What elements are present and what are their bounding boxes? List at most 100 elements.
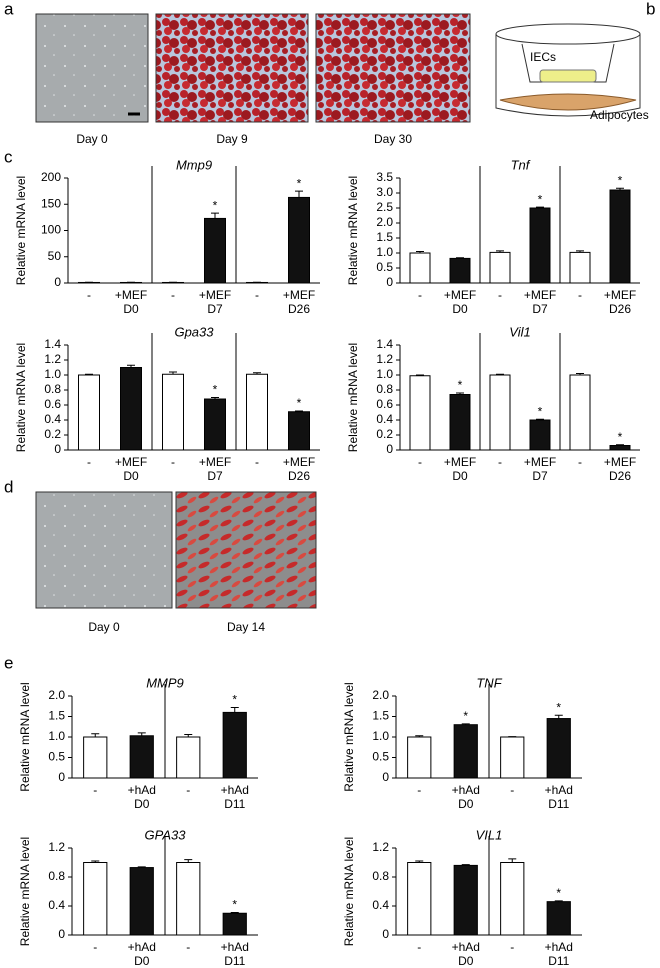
y-tick-label: 1.4: [44, 337, 61, 351]
y-tick-label: 0: [382, 770, 389, 784]
y-tick-label: 0.5: [376, 260, 393, 274]
chart-title: Mmp9: [176, 157, 212, 172]
significance: *: [556, 886, 561, 900]
group-label: D7: [532, 302, 548, 316]
diagram-label: IECs: [530, 50, 556, 64]
error-bar: [616, 444, 624, 446]
x-tick-label: +MEF: [283, 288, 315, 302]
panel-d-images: Day 0 Day 14: [35, 491, 317, 634]
adipocyte-layer: [499, 93, 637, 111]
y-tick-label: 1.5: [372, 709, 389, 723]
x-tick-label: -: [171, 288, 175, 302]
bar: [546, 901, 571, 936]
caption: Day 14: [227, 620, 265, 634]
y-tick-label: 2.0: [376, 215, 393, 229]
caption: Day 0: [88, 620, 120, 634]
x-tick-label: -: [498, 288, 502, 302]
x-tick-label: -: [171, 455, 175, 469]
error-bar: [137, 732, 146, 736]
dish-rim: [495, 23, 641, 45]
significance: *: [618, 430, 623, 444]
bar: [453, 864, 478, 936]
y-tick-label: 1.2: [376, 352, 393, 366]
error-bar: [576, 250, 584, 253]
group-label: D0: [134, 954, 150, 968]
y-tick-label: 1.0: [376, 245, 393, 259]
error-bar: [508, 858, 517, 863]
bar: [120, 367, 142, 451]
error-bar: [496, 250, 504, 253]
y-tick-label: 50: [48, 249, 62, 263]
x-tick-label: +MEF: [444, 288, 476, 302]
y-tick-label: 0.6: [376, 397, 393, 411]
group-label: D7: [532, 469, 548, 483]
significance: *: [538, 192, 543, 206]
bar: [449, 394, 471, 451]
x-tick-label: -: [510, 940, 514, 954]
y-tick-label: 0.5: [48, 750, 65, 764]
group-label: D0: [452, 469, 468, 483]
group-label: D0: [458, 797, 474, 811]
significance: *: [213, 198, 218, 212]
group-label: D7: [207, 469, 223, 483]
x-tick-label: -: [87, 288, 91, 302]
bar: [83, 862, 108, 936]
chart-title: Tnf: [511, 157, 531, 172]
chart: GPA33 Relative mRNA level 0 0.4 0.8 1.2 D0 D11 -…: [18, 827, 258, 968]
bar: [288, 411, 310, 451]
bar: [609, 445, 631, 451]
y-tick-label: 0: [58, 770, 65, 784]
y-tick-label: 0.5: [372, 750, 389, 764]
significance: *: [297, 176, 302, 190]
y-tick-label: 2.0: [48, 688, 65, 702]
bar: [407, 862, 432, 936]
y-tick-label: 0.4: [48, 898, 65, 912]
x-tick-label: -: [186, 940, 190, 954]
significance: *: [213, 383, 218, 397]
bar: [176, 736, 201, 779]
error-bar: [536, 418, 544, 420]
error-bar: [91, 860, 100, 863]
micrograph: [35, 13, 149, 123]
x-tick-label: -: [498, 455, 502, 469]
x-tick-label: -: [418, 288, 422, 302]
y-tick-label: 0.8: [44, 382, 61, 396]
y-tick-label: 1.2: [44, 352, 61, 366]
y-tick-label: 1.5: [48, 709, 65, 723]
x-tick-label: +MEF: [604, 455, 636, 469]
y-tick-label: 0.2: [44, 427, 61, 441]
bar: [569, 374, 591, 451]
x-tick-label: -: [93, 783, 97, 797]
error-bar: [536, 206, 544, 208]
bar: [176, 862, 201, 936]
significance: *: [463, 709, 468, 723]
y-tick-label: 1.0: [44, 367, 61, 381]
chart-title: Gpa33: [174, 324, 214, 339]
y-tick-label: 0: [54, 442, 61, 456]
error-bar: [295, 410, 303, 412]
group-label: D0: [123, 469, 139, 483]
y-tick-label: 0: [54, 275, 61, 289]
y-axis-label: Relative mRNA level: [14, 176, 28, 285]
x-tick-label: +hAd: [128, 940, 156, 954]
x-tick-label: +MEF: [444, 455, 476, 469]
bar: [409, 252, 431, 284]
bar: [222, 912, 247, 936]
y-tick-label: 3.0: [376, 185, 393, 199]
significance: *: [297, 396, 302, 410]
bar: [222, 711, 247, 779]
bar: [489, 251, 511, 284]
error-bar: [576, 373, 584, 375]
bar: [453, 724, 478, 779]
group-label: D11: [548, 954, 569, 968]
bar: [449, 257, 471, 284]
group-label: D7: [207, 302, 223, 316]
y-tick-label: 100: [41, 223, 61, 237]
chart-title: MMP9: [146, 675, 184, 690]
x-tick-label: +hAd: [545, 940, 573, 954]
bar: [246, 373, 268, 451]
y-tick-label: 0.4: [372, 898, 389, 912]
x-tick-label: +MEF: [115, 455, 147, 469]
x-tick-label: +MEF: [115, 288, 147, 302]
